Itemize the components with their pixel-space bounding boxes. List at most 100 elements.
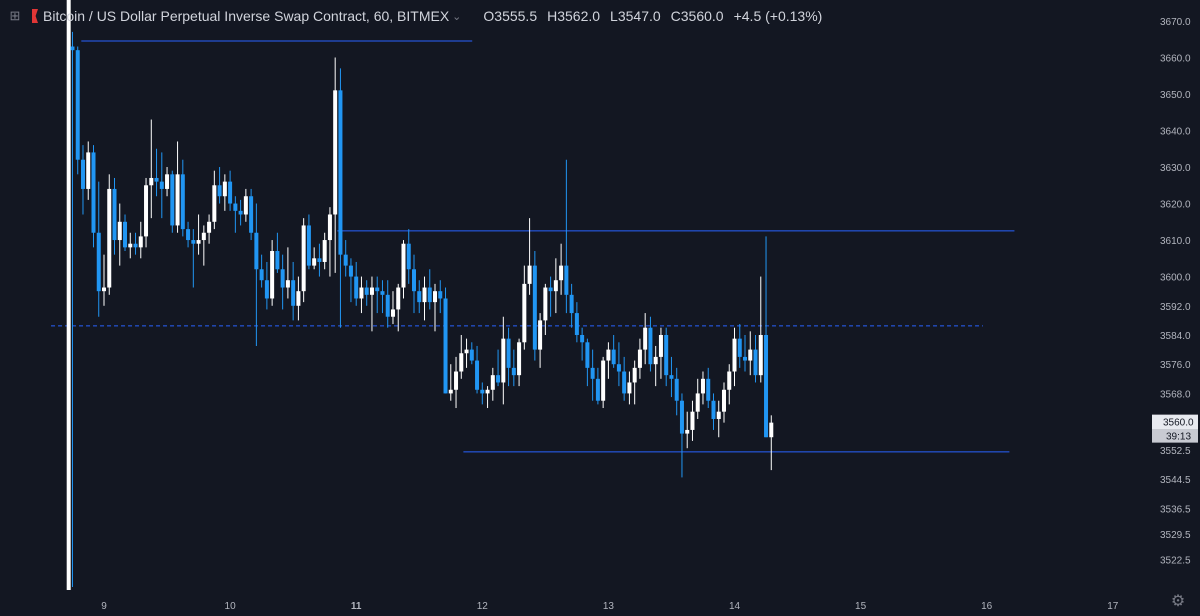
price-axis[interactable]: 3670.0 3660.0 3650.0 3640.0 3630.0 3620.0 3610…: [1150, 0, 1200, 616]
candle-body: [144, 185, 149, 237]
candle: [91, 145, 96, 248]
candle: [459, 334, 464, 379]
price-tick-label: 3640.0: [1160, 127, 1191, 138]
candle: [375, 276, 380, 314]
candle-body: [201, 232, 206, 241]
candle-body: [496, 375, 501, 383]
candle-body: [590, 367, 595, 379]
candle-body: [669, 375, 674, 379]
candle: [569, 283, 574, 328]
candle: [433, 283, 438, 332]
candle: [86, 141, 91, 200]
candle-body: [238, 210, 243, 215]
candle: [385, 280, 390, 328]
candle-body: [475, 360, 480, 390]
candle-body: [117, 221, 122, 241]
candle: [727, 364, 732, 405]
candle-body: [658, 334, 663, 357]
candle-body: [343, 254, 348, 266]
candle: [422, 276, 427, 321]
candle-body: [622, 371, 627, 394]
candle-body: [301, 225, 306, 292]
candle: [538, 313, 543, 368]
time-tick-label: 17: [1107, 601, 1119, 612]
flag-icon[interactable]: [32, 9, 38, 23]
candle-body: [711, 400, 716, 419]
candle: [627, 371, 632, 405]
candle: [527, 218, 532, 295]
candle-body: [322, 240, 327, 262]
candle: [280, 254, 285, 310]
candle-body: [317, 258, 322, 262]
time-tick-label: 11: [351, 601, 362, 612]
candle-body: [664, 334, 669, 376]
candle-body: [454, 371, 459, 390]
candle: [165, 167, 170, 197]
candle-body: [133, 243, 138, 248]
time-axis[interactable]: 9 10 11 12 13 14 15 16 17: [101, 601, 1119, 612]
expand-icon[interactable]: ⊞: [9, 8, 21, 23]
price-tick-label: 3584.0: [1160, 331, 1191, 342]
close-value: C3560.0: [670, 8, 724, 24]
candle-body: [91, 152, 96, 233]
candle: [149, 119, 154, 219]
candle-body: [80, 159, 85, 189]
candle-body: [138, 236, 143, 248]
candle: [480, 382, 485, 405]
candle-body: [522, 283, 527, 343]
candle: [658, 327, 663, 379]
candle-body: [538, 320, 543, 350]
candle-body: [616, 364, 621, 372]
price-tick-label: 3670.0: [1160, 17, 1191, 28]
gear-icon[interactable]: ⚙: [1170, 593, 1186, 610]
chevron-down-icon[interactable]: ⌄: [452, 10, 462, 23]
candle: [758, 276, 763, 383]
candle-body: [375, 287, 380, 292]
candle-body: [564, 265, 569, 295]
candle: [496, 349, 501, 387]
candle: [622, 356, 627, 401]
candle-body: [191, 240, 196, 244]
candle: [343, 240, 348, 277]
candle: [595, 367, 600, 405]
candle: [396, 283, 401, 332]
candle-body: [601, 360, 606, 401]
candle: [301, 218, 306, 303]
candle: [711, 393, 716, 430]
candle-body: [222, 181, 227, 197]
candle-body: [511, 367, 516, 376]
candle-body: [527, 265, 532, 284]
candle-body: [737, 338, 742, 357]
candle: [401, 240, 406, 299]
candle-body: [585, 342, 590, 368]
candle-body: [559, 265, 564, 281]
candle: [574, 302, 579, 343]
candle: [706, 367, 711, 409]
candle-body: [233, 203, 238, 211]
candle: [732, 327, 737, 387]
candle-body: [753, 349, 758, 376]
candle: [154, 148, 159, 197]
candle-body: [764, 334, 769, 438]
candle: [275, 232, 280, 273]
candle-body: [653, 356, 658, 365]
candle-body: [243, 196, 248, 215]
candle-body: [685, 429, 690, 434]
time-tick-label: 10: [225, 601, 237, 612]
candle-body: [75, 50, 80, 160]
candle-body: [721, 389, 726, 412]
candle-body: [580, 334, 585, 343]
candle-body: [501, 338, 506, 383]
countdown-text: 39:13: [1166, 432, 1191, 443]
candle: [102, 254, 107, 306]
candle-body: [291, 280, 296, 306]
candle: [748, 331, 753, 376]
candle: [96, 181, 101, 317]
symbol-title[interactable]: Bitcoin / US Dollar Perpetual Inverse Sw…: [43, 8, 450, 24]
candle: [175, 141, 180, 233]
candle: [664, 327, 669, 387]
candle-body: [553, 280, 558, 292]
candle-body: [637, 349, 642, 368]
